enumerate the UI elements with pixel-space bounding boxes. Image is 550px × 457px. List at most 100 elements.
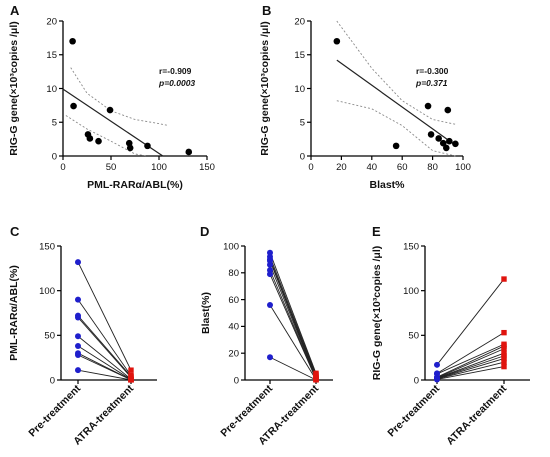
panel-e-pair-line [436, 358, 505, 380]
panel-c-pair-line [77, 369, 132, 381]
panel-b-point [427, 131, 435, 138]
panel-d-pair-line [269, 260, 317, 378]
panel-e-y-tick-label: 100 [403, 286, 419, 297]
panel-a-point [185, 148, 193, 156]
panel-a-ci-upper [70, 67, 169, 127]
panel-c-pre-point [75, 259, 81, 266]
panel-e-pair-line [436, 345, 505, 378]
panel-a-y-tick-label: 15 [46, 50, 57, 61]
panel-e-y-tick-label: 0 [414, 375, 419, 386]
panel-c-pair-line [77, 335, 132, 380]
panel-e-pair-line [436, 332, 505, 374]
panel-c-pre-point [75, 367, 81, 374]
panel-e-post-point [501, 355, 507, 362]
panel-a-y-axis-label: RIG-G gene(×10³copies /μl) [8, 21, 20, 156]
panel-a-point [70, 102, 77, 110]
panel-c-y-tick-label: 50 [44, 331, 55, 342]
panel-b-y-tick-label: 5 [300, 118, 305, 129]
panel-d-y-tick-label: 60 [228, 295, 239, 306]
panel-b-x-tick-label: 60 [397, 162, 408, 173]
panel-a-x-tick-label: 100 [151, 162, 167, 173]
panel-e-pair-line [436, 366, 505, 380]
panel-b-p-value: p=0.371 [415, 78, 448, 88]
panel-d-pair-line [269, 256, 317, 375]
panel-e-pair-line [436, 343, 505, 375]
panel-a-r-value: r=-0.909 [159, 66, 192, 76]
panel-a-y-tick-label: 10 [46, 84, 57, 95]
panel-a-point [86, 135, 94, 142]
panel-d-pair-line [269, 304, 317, 380]
panel-b-point [452, 140, 459, 148]
panel-e-post-point [501, 276, 507, 282]
panel-a-y-tick-label: 20 [46, 16, 57, 27]
panel-b-y-axis-label: RIG-G gene(×10³copies /μl) [259, 21, 271, 156]
panel-b-point [444, 106, 452, 114]
panel-b-point [446, 137, 453, 145]
panel-e-pre-point [434, 376, 440, 383]
panel-e-pair-line [436, 352, 505, 379]
panel-d-y-tick-label: 40 [228, 322, 239, 333]
panel-b-y-tick-label: 20 [294, 16, 305, 27]
panel-e-letter: E [372, 224, 381, 239]
panel-c-post-point [128, 367, 134, 373]
panel-c-pre-point [75, 296, 81, 303]
panel-d-pre-point [267, 301, 273, 308]
panel-e-post-point [501, 346, 507, 352]
panel-a-point [126, 144, 134, 152]
panel-b-x-tick-label: 20 [336, 162, 347, 173]
panel-e-category-label: Pre-treatment [385, 382, 442, 439]
panel-b-x-tick-label: 40 [367, 162, 378, 173]
panel-c-pair-line [77, 317, 132, 378]
panel-a-letter: A [10, 3, 20, 18]
panel-c-pair-line [77, 299, 132, 376]
panel-b-x-axis-label: Blast% [369, 179, 405, 191]
panel-e-y-tick-label: 150 [403, 241, 419, 252]
panel-a-point [144, 142, 151, 150]
panel-b-x-tick-label: 0 [308, 162, 313, 173]
panel-b-y-tick-label: 15 [294, 50, 305, 61]
panel-c-letter: C [10, 224, 20, 239]
panel-d-post-point [313, 377, 319, 383]
panel-d-pre-point [267, 261, 273, 268]
panel-c-y-tick-label: 0 [50, 375, 55, 386]
panel-c-category-label: Pre-treatment [26, 382, 83, 439]
panel-c-post-point [128, 377, 134, 383]
panel-d-y-axis-label: Blast(%) [200, 292, 212, 334]
panel-d-pair-line [269, 273, 317, 380]
panel-e-y-tick-label: 50 [408, 331, 419, 342]
panel-c-y-axis-label: PML-RARα/ABL(%) [8, 265, 20, 361]
panel-b-r-value: r=-0.300 [416, 66, 449, 76]
panel-d-pair-line [269, 259, 317, 377]
panel-e-y-axis-label: RIG-G gene(×10³copies /μl) [371, 246, 383, 381]
panel-b-point [439, 139, 447, 147]
panel-b-y-tick-label: 10 [294, 84, 305, 95]
panel-b-point [392, 142, 400, 150]
panel-c-y-tick-label: 100 [39, 286, 55, 297]
panel-d-pre-point [267, 271, 273, 278]
panel-b-x-tick-label: 80 [427, 162, 438, 173]
panel-b-x-tick-label: 100 [455, 162, 471, 173]
panel-a-x-axis-label: PML-RARα/ABL(%) [87, 179, 183, 191]
panel-a-y-tick-label: 0 [52, 151, 57, 162]
panel-e-pair-line [436, 361, 505, 380]
panel-d-y-tick-label: 80 [228, 268, 239, 279]
panel-a-point [69, 37, 76, 45]
panel-b-regression-line [336, 59, 456, 146]
panel-e-pair-line [436, 355, 505, 379]
panel-b-point [435, 135, 442, 142]
panel-a-ci-lower [65, 115, 148, 157]
panel-c-pre-point [75, 343, 81, 350]
panel-b-ci-lower [336, 100, 456, 157]
panel-b-point [424, 102, 432, 110]
panel-b-letter: B [262, 3, 271, 18]
panel-a-point [106, 106, 114, 114]
panel-d-pair-line [269, 269, 317, 379]
panel-e-post-point [501, 359, 507, 365]
panel-d-pair-line [269, 264, 317, 379]
panel-a-point [95, 137, 102, 145]
panel-d-y-tick-label: 0 [234, 375, 239, 386]
panel-d-pair-line [269, 252, 317, 374]
panel-c-pre-point [75, 314, 81, 321]
panel-a-y-tick-label: 5 [52, 118, 57, 129]
